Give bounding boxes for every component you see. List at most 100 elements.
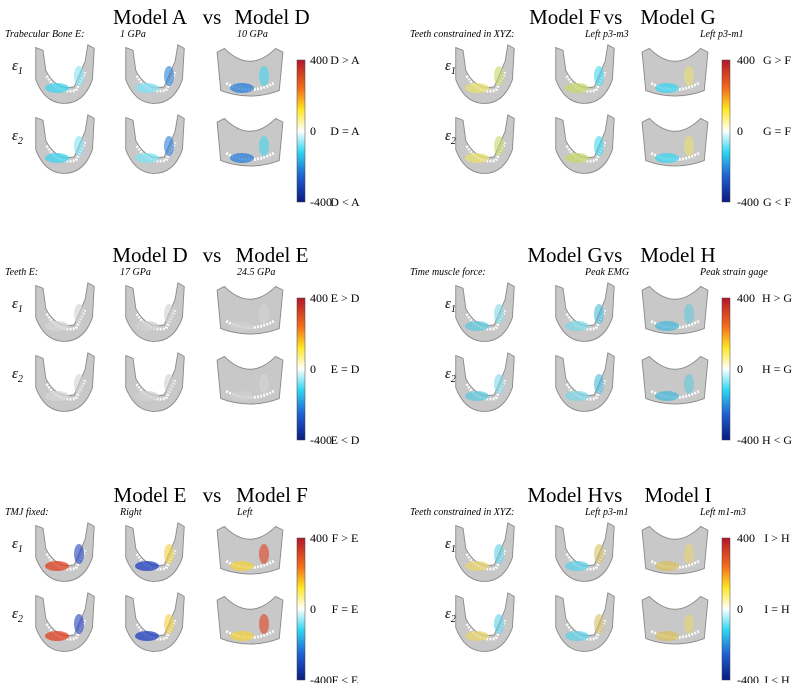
- colorbar-tick: 0: [737, 124, 743, 138]
- vs: vs: [203, 483, 222, 507]
- colorbar-label: F = E: [332, 602, 359, 616]
- strain-patch: [164, 614, 174, 634]
- strain-patch: [164, 136, 174, 156]
- strain-patch: [135, 561, 159, 571]
- strain-patch: [135, 83, 159, 93]
- colorbar-tick: 0: [737, 362, 743, 376]
- row-symbol: ε: [445, 536, 451, 552]
- colorbar-label: G = F: [763, 124, 791, 138]
- row-label: ε1: [445, 536, 456, 555]
- colorbar-tick: 400: [310, 53, 328, 67]
- row-subscript: 1: [18, 66, 23, 77]
- row-label: ε1: [12, 536, 23, 555]
- right-model: Model F: [236, 483, 308, 507]
- strain-patch: [230, 631, 254, 641]
- mandible-oblique: [454, 281, 516, 343]
- strain-patch: [655, 391, 679, 401]
- colorbar-label: F > E: [332, 531, 359, 545]
- strain-patch: [74, 544, 84, 564]
- row-symbol: ε: [445, 366, 451, 382]
- strain-patch: [465, 561, 489, 571]
- strain-patch: [594, 614, 604, 634]
- strain-patch: [259, 136, 269, 156]
- strain-patch: [230, 561, 254, 571]
- mandible-oblique: [34, 351, 96, 413]
- vs: vs: [604, 5, 623, 29]
- strain-patch: [684, 544, 694, 564]
- left-model: Model A: [113, 5, 188, 29]
- mandible-oblique: [34, 281, 96, 343]
- vs: vs: [203, 5, 222, 29]
- strain-patch: [494, 136, 504, 156]
- colorbar-label: E < D: [331, 433, 360, 447]
- mandible-oblique: [554, 351, 616, 413]
- colorbar-label: H = G: [762, 362, 792, 376]
- row-label: ε2: [12, 128, 23, 147]
- left-model: Model F: [529, 5, 601, 29]
- mandible-oblique: [554, 113, 616, 175]
- strain-patch: [74, 66, 84, 86]
- colorbar-label: F < E: [332, 673, 359, 683]
- left-value: Right: [119, 507, 142, 518]
- mandible-oblique: [124, 43, 186, 105]
- mandible-oblique: [554, 281, 616, 343]
- mandible-oblique: [34, 43, 96, 105]
- strain-patch: [259, 614, 269, 634]
- strain-patch: [655, 321, 679, 331]
- mandible-oblique: [554, 521, 616, 583]
- strain-patch: [494, 304, 504, 324]
- row-symbol: ε: [12, 296, 18, 312]
- vs: vs: [604, 483, 623, 507]
- row-symbol: ε: [445, 128, 451, 144]
- parameter: TMJ fixed:: [5, 507, 49, 518]
- strain-patch: [655, 153, 679, 163]
- mandible-oblique: [34, 591, 96, 653]
- strain-patch: [45, 391, 69, 401]
- strain-patch: [135, 321, 159, 331]
- strain-patch: [465, 83, 489, 93]
- row-label: ε2: [445, 128, 456, 147]
- mandible-oblique: [554, 43, 616, 105]
- left-value: Peak EMG: [584, 267, 629, 278]
- strain-patch: [594, 66, 604, 86]
- colorbar-tick: 400: [737, 291, 755, 305]
- row-symbol: ε: [12, 536, 18, 552]
- row-subscript: 1: [451, 544, 456, 555]
- colorbar-tick: 400: [737, 531, 755, 545]
- mandible-oblique: [454, 521, 516, 583]
- left-model: Model D: [112, 243, 187, 267]
- strain-patch: [259, 304, 269, 324]
- right-model: Model E: [236, 243, 309, 267]
- colorbar-label: G > F: [763, 53, 791, 67]
- parameter: Trabecular Bone E:: [5, 29, 84, 40]
- colorbar-tick: 400: [310, 291, 328, 305]
- strain-patch: [565, 391, 589, 401]
- strain-patch: [164, 304, 174, 324]
- strain-patch: [594, 374, 604, 394]
- row-symbol: ε: [12, 128, 18, 144]
- row-label: ε2: [445, 366, 456, 385]
- right-value: Left: [236, 507, 253, 518]
- mandible-oblique: [124, 351, 186, 413]
- strain-patch: [565, 321, 589, 331]
- strain-patch: [465, 391, 489, 401]
- strain-patch: [259, 66, 269, 86]
- row-label: ε1: [12, 296, 23, 315]
- strain-patch: [230, 83, 254, 93]
- right-value: 24.5 GPa: [237, 267, 275, 278]
- colorbar-tick: -400: [737, 195, 759, 209]
- colorbar-tick: 0: [310, 362, 316, 376]
- colorbar: [296, 59, 306, 203]
- row-symbol: ε: [445, 296, 451, 312]
- strain-patch: [259, 544, 269, 564]
- row-subscript: 2: [18, 136, 23, 147]
- row-subscript: 1: [18, 544, 23, 555]
- strain-patch: [684, 136, 694, 156]
- strain-patch: [164, 374, 174, 394]
- row-symbol: ε: [12, 606, 18, 622]
